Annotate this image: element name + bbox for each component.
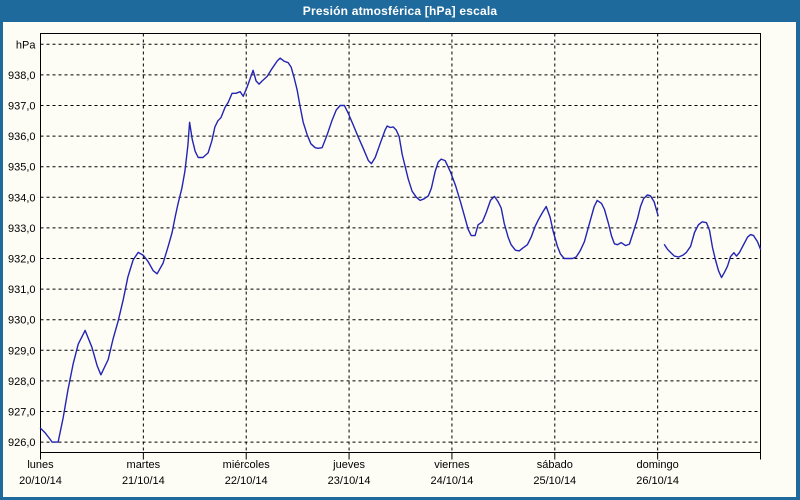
y-tick-label: 930,0: [8, 315, 36, 327]
x-date-label: 25/10/14: [533, 475, 576, 487]
y-tick-label: 936,0: [8, 131, 36, 143]
pressure-chart: hPa 938,0 937,0 936,0 935,0 934,0 933,0 932,0 93…: [8, 33, 762, 487]
x-day-label: viernes: [434, 459, 470, 471]
x-day-label: lunes: [27, 459, 54, 471]
y-tick-label: 932,0: [8, 254, 36, 266]
y-tick-label: 927,0: [8, 407, 36, 419]
plot-border: [40, 33, 761, 453]
y-tick-label: 933,0: [8, 223, 36, 235]
x-day-label: sábado: [537, 459, 573, 471]
x-date-label: 22/10/14: [225, 475, 268, 487]
y-tick-label: 929,0: [8, 345, 36, 357]
y-tick-label: 934,0: [8, 192, 36, 204]
x-date-label: 21/10/14: [122, 475, 165, 487]
y-tick-label: 937,0: [8, 101, 36, 113]
x-day-label: miércoles: [223, 459, 271, 471]
x-date-label: 20/10/14: [19, 475, 62, 487]
y-tick-label: 935,0: [8, 162, 36, 174]
x-day-label: domingo: [637, 459, 679, 471]
x-day-label: martes: [127, 459, 161, 471]
y-tick-label: 928,0: [8, 376, 36, 388]
y-tick-label: 931,0: [8, 284, 36, 296]
x-date-label: 23/10/14: [328, 475, 371, 487]
title-bar: Presión atmosférica [hPa] escala: [0, 0, 800, 22]
x-date-label: 24/10/14: [431, 475, 474, 487]
chart-area: hPa 938,0 937,0 936,0 935,0 934,0 933,0 932,0 93…: [3, 22, 796, 497]
page-title: Presión atmosférica [hPa] escala: [302, 4, 498, 18]
pressure-line: [39, 57, 659, 443]
pressure-line: [663, 221, 762, 279]
x-day-label: jueves: [332, 459, 365, 471]
y-tick-label: 938,0: [8, 70, 36, 82]
y-axis-unit-label: hPa: [16, 39, 36, 51]
x-date-label: 26/10/14: [636, 475, 679, 487]
y-tick-label: 926,0: [8, 437, 36, 449]
